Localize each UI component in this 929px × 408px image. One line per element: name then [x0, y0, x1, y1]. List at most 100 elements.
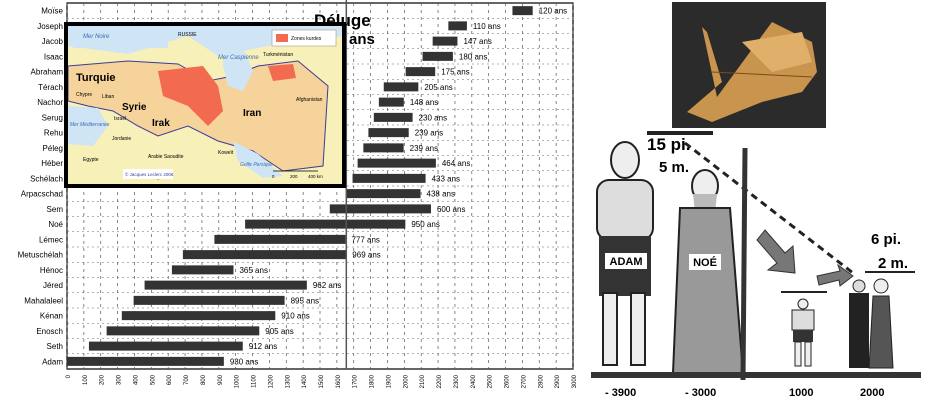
modern-man-figure — [791, 298, 815, 367]
x-tick-label: 1800 — [370, 374, 376, 388]
row-label: Hénoc — [40, 266, 63, 275]
row-label: Schélach — [30, 174, 63, 183]
bar-value-label: 777 ans — [351, 235, 379, 244]
adam-label: ADAM — [610, 256, 643, 268]
bar-value-label: 205 ans — [424, 83, 452, 92]
map-label-gulf: Golfe Persique — [240, 162, 273, 168]
row-label: Nachor — [37, 98, 63, 107]
map-label-med: Mer Méditerranée — [70, 122, 110, 128]
row-label: Arpacschad — [21, 190, 63, 199]
lifespan-bar — [363, 143, 404, 153]
kurdistan-map: Mer Noire Mer Caspienne Mer Méditerranée… — [64, 22, 346, 188]
bar-value-label: 910 ans — [281, 312, 309, 321]
bar-value-label: 239 ans — [415, 129, 443, 138]
row-label: Abraham — [31, 68, 64, 77]
row-label: Sem — [47, 205, 64, 214]
lifespan-bar — [144, 280, 307, 290]
lifespan-bar — [422, 51, 453, 61]
x-tick-label: 400 — [133, 374, 139, 385]
bar-value-label: 433 ans — [432, 174, 460, 183]
x-tick-label: 3000 — [572, 374, 578, 388]
map-label-liban: Liban — [102, 94, 114, 100]
lifespan-bar — [106, 326, 260, 336]
row-label: Lémec — [39, 235, 63, 244]
kurd-zones — [158, 64, 296, 126]
lifespan-bar — [182, 250, 347, 260]
row-label: Héber — [41, 159, 63, 168]
map-scale-0: 0 — [272, 174, 275, 179]
bar-value-label: 120 ans — [539, 7, 567, 16]
map-label-israel: Israël — [114, 116, 126, 122]
bar-value-label: 147 ans — [463, 37, 491, 46]
lifespan-bar — [67, 356, 224, 366]
lifespan-bar — [378, 97, 404, 107]
greek-vase-painting-winged-figure — [672, 2, 826, 128]
bar-value-label: 905 ans — [265, 327, 293, 336]
x-tick-label: 200 — [100, 374, 106, 385]
row-label: Kénan — [40, 312, 63, 321]
deluge-sublabel: ans — [349, 31, 375, 48]
tall-height-ft: 15 pi. — [647, 135, 690, 154]
x-tick-label: 1500 — [319, 374, 325, 388]
x-tick-label: 300 — [117, 374, 123, 385]
lifespan-bar — [171, 265, 234, 275]
map-label-irak: Irak — [152, 118, 170, 129]
lifespan-bar — [448, 21, 467, 31]
x-tick-label: 600 — [167, 374, 173, 385]
x-tick-label: 1200 — [268, 374, 274, 388]
bar-value-label: 912 ans — [249, 342, 277, 351]
x-tick-label: 2600 — [505, 374, 511, 388]
lifespan-bar — [383, 82, 419, 92]
down-arrow-icon — [756, 229, 796, 274]
x-tick-label: 2900 — [555, 374, 561, 388]
map-label-chypre: Chypre — [76, 92, 92, 98]
bar-value-label: 895 ans — [291, 296, 319, 305]
x-tick-label: 2200 — [437, 374, 443, 388]
x-tick-label: 2300 — [454, 374, 460, 388]
lifespan-bar — [368, 128, 409, 138]
lifespan-bar — [214, 234, 346, 244]
map-sea-caspian — [223, 46, 253, 91]
x-tick-label: 1400 — [302, 374, 308, 388]
bar-value-label: 365 ans — [239, 266, 267, 275]
map-label-jordanie: Jordanie — [112, 136, 131, 142]
map-gulf — [233, 141, 283, 178]
map-sea-med — [68, 106, 108, 146]
x-tick-label: 1700 — [353, 374, 359, 388]
map-credit: © Jacques Leclerc 2006 — [125, 171, 174, 177]
tall-height-m: 5 m. — [659, 159, 689, 176]
lifespan-bar — [346, 189, 421, 199]
lifespan-bar — [432, 36, 458, 46]
row-label: Seth — [47, 342, 63, 351]
lifespan-bar — [121, 311, 276, 321]
x-tick-label: 800 — [201, 374, 207, 385]
bar-value-label: 969 ans — [352, 251, 380, 260]
row-label: Isaac — [44, 52, 63, 61]
bar-value-label: 239 ans — [410, 144, 438, 153]
x-tick-label: 2800 — [538, 374, 544, 388]
map-label-egypte: Egypte — [83, 157, 99, 163]
x-tick-label: 1300 — [285, 374, 291, 388]
row-label: Joseph — [37, 22, 63, 31]
x-tick-label: 0 — [66, 374, 72, 378]
row-label: Noé — [48, 220, 63, 229]
lifespan-bar — [512, 6, 533, 16]
row-label: Adam — [42, 357, 63, 366]
row-label: Rehu — [44, 129, 63, 138]
map-label-afghanistan: Afghanistan — [296, 97, 323, 103]
bar-value-label: 148 ans — [410, 98, 438, 107]
noah-label: NOÉ — [693, 256, 717, 269]
row-label: Jacob — [42, 37, 64, 46]
bar-value-label: 962 ans — [313, 281, 341, 290]
lifespan-bar — [245, 219, 406, 229]
map-label-caspian: Mer Caspienne — [218, 55, 259, 61]
x-tick-label: 2000 — [403, 374, 409, 388]
x-tick-label: 1100 — [252, 374, 258, 388]
bar-value-label: 110 ans — [473, 22, 501, 31]
row-label: Serug — [42, 113, 63, 122]
x-tick-label: 1900 — [386, 374, 392, 388]
map-label-turquie: Turquie — [76, 72, 116, 84]
lifespan-bar — [329, 204, 431, 214]
x-tick-label: 900 — [218, 374, 224, 385]
short-height-m: 2 m. — [878, 255, 908, 272]
